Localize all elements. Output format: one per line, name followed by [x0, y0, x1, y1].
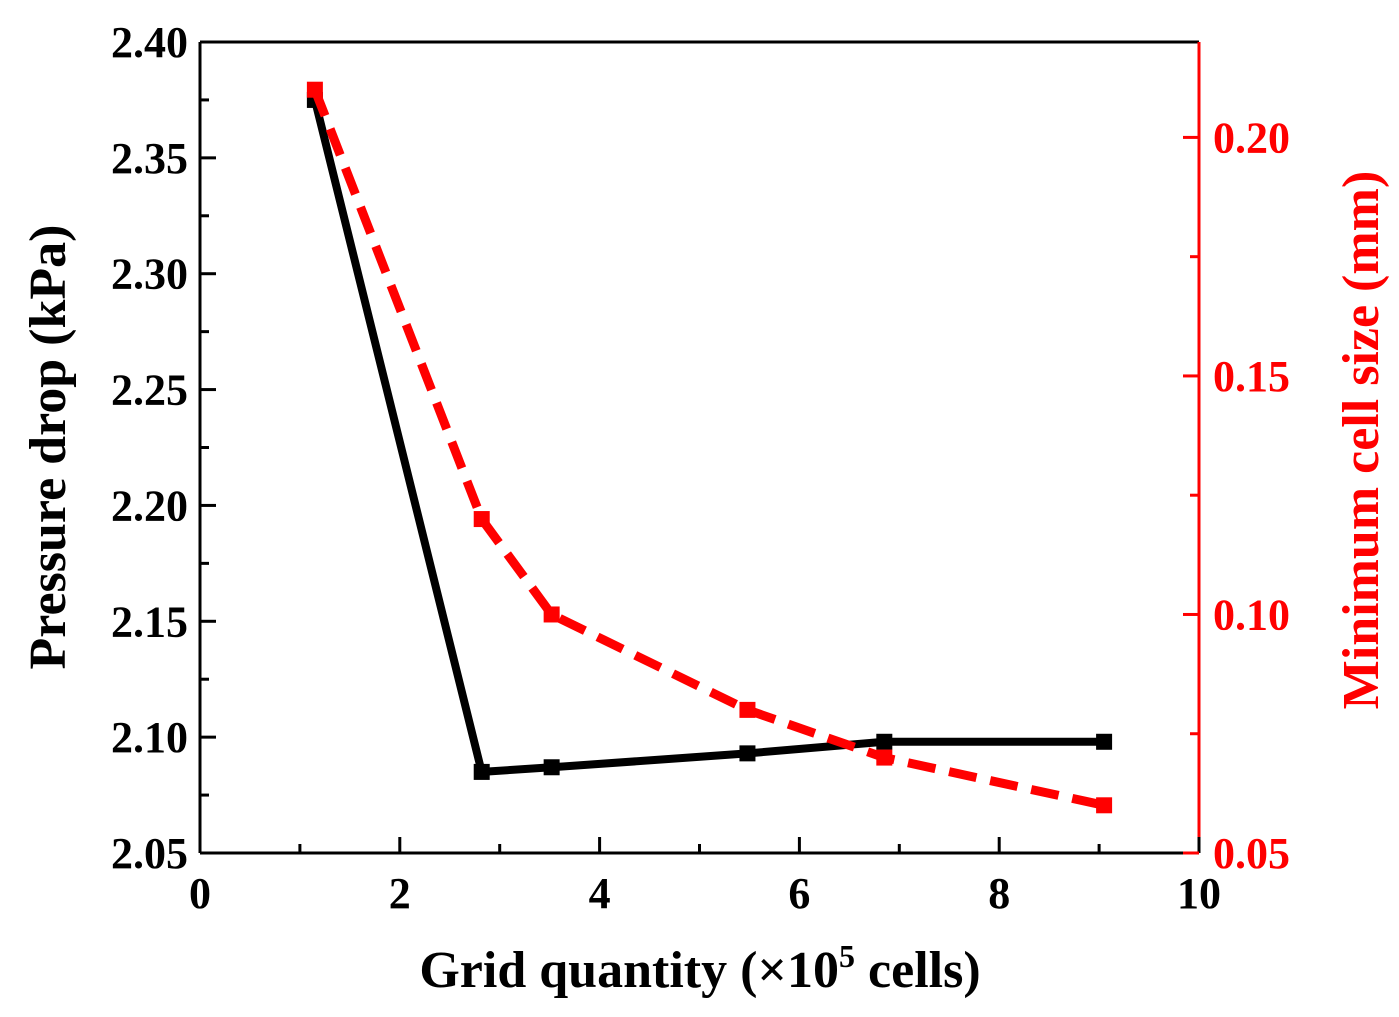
x-axis-title-main: Grid quantity (×10	[419, 942, 839, 999]
x-tick-label: 0	[189, 869, 211, 918]
data-point-pressure-drop-1	[473, 763, 490, 780]
data-point-pressure-drop-4	[876, 733, 893, 750]
y-left-tick-label: 2.30	[111, 250, 188, 299]
y-right-tick-label: 0.15	[1213, 352, 1290, 401]
data-point-cell-size-4	[876, 749, 893, 766]
x-tick-label: 8	[988, 869, 1010, 918]
y-right-tick-label: 0.20	[1213, 113, 1290, 162]
y-right-tick-label: 0.10	[1213, 590, 1290, 639]
plot-layer	[306, 81, 1113, 814]
x-tick-label: 2	[389, 869, 411, 918]
series-line-cell-size	[310, 88, 1106, 810]
y-right-tick-label: 0.05	[1213, 829, 1290, 878]
data-point-cell-size-1	[473, 511, 490, 528]
data-point-cell-size-2	[543, 606, 560, 623]
frame-layer	[198, 40, 1201, 855]
data-point-pressure-drop-3	[739, 745, 756, 762]
tick-layer: 0 2 4 6 8 10 2.05 2.10 2.15 2.20 2.25 2.30 2.35 2.40 0…	[111, 18, 1290, 918]
y-left-tick-label: 2.40	[111, 18, 188, 67]
y-left-tick-label: 2.35	[111, 134, 188, 183]
x-axis-title-tail: cells)	[855, 942, 981, 999]
y-left-tick-label: 2.05	[111, 829, 188, 878]
data-point-cell-size-3	[739, 701, 756, 718]
y-left-tick-label: 2.20	[111, 481, 188, 530]
x-tick-label: 10	[1177, 869, 1221, 918]
data-point-cell-size-0	[306, 81, 323, 98]
y-axis-title-right: Minimum cell size (mm)	[1333, 171, 1390, 710]
y-left-tick-label: 2.10	[111, 713, 188, 762]
label-layer: Grid quantity (×105 cells) Pressure drop…	[20, 171, 1390, 999]
x-axis-title-sup: 5	[839, 938, 855, 974]
x-tick-label: 6	[788, 869, 810, 918]
x-axis-title: Grid quantity (×105 cells)	[419, 938, 980, 999]
x-tick-label: 4	[589, 869, 611, 918]
data-point-cell-size-5	[1096, 797, 1113, 814]
data-point-pressure-drop-5	[1096, 733, 1113, 750]
y-left-tick-label: 2.25	[111, 366, 188, 415]
y-axis-title-left: Pressure drop (kPa)	[20, 225, 77, 670]
data-point-pressure-drop-2	[543, 759, 560, 776]
y-left-tick-label: 2.15	[111, 597, 188, 646]
series-line-pressure-drop	[311, 98, 1105, 777]
